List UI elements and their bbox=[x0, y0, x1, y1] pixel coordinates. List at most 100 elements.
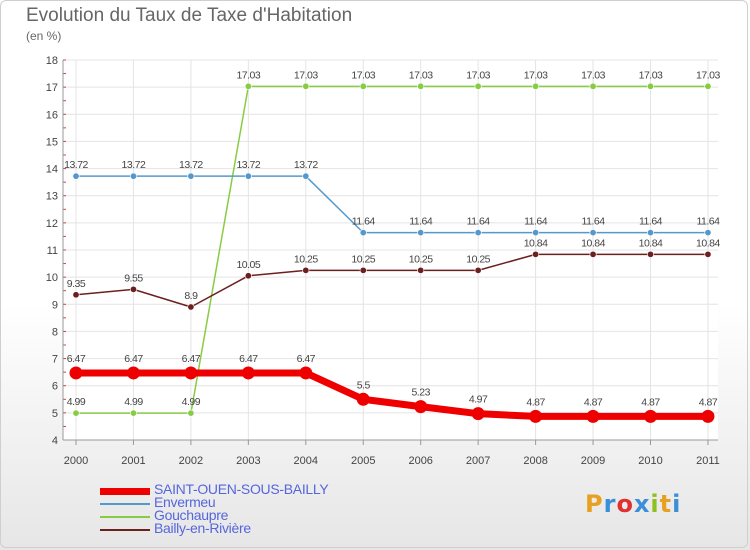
data-label: 4.97 bbox=[469, 394, 488, 406]
data-point bbox=[589, 82, 597, 90]
data-point bbox=[704, 250, 712, 258]
x-tick-label: 2006 bbox=[408, 455, 432, 467]
data-point bbox=[126, 366, 140, 380]
data-label: 17.03 bbox=[524, 69, 548, 81]
x-tick-label: 2002 bbox=[179, 455, 203, 467]
legend-swatch bbox=[100, 516, 150, 518]
data-label: 4.87 bbox=[526, 396, 545, 408]
series-line bbox=[75, 85, 709, 414]
data-point bbox=[701, 409, 715, 423]
data-label: 4.99 bbox=[67, 396, 86, 408]
data-point bbox=[299, 366, 313, 380]
legend-label: Envermeu bbox=[154, 494, 216, 510]
data-point bbox=[356, 392, 370, 406]
x-tick-label: 2010 bbox=[638, 455, 662, 467]
y-tick-label: 6 bbox=[52, 381, 58, 393]
data-label: 5.5 bbox=[357, 379, 371, 391]
data-label: 4.99 bbox=[182, 396, 201, 408]
legend-item: Gouchaupre bbox=[100, 507, 400, 523]
data-point bbox=[417, 266, 425, 274]
y-tick-label: 12 bbox=[46, 218, 58, 230]
data-label: 13.72 bbox=[236, 159, 260, 171]
x-tick-label: 2001 bbox=[121, 455, 145, 467]
legend-swatch bbox=[100, 487, 150, 495]
data-label: 11.64 bbox=[467, 216, 491, 228]
data-label: 13.72 bbox=[64, 159, 88, 171]
data-point bbox=[529, 409, 543, 423]
x-tick-label: 2003 bbox=[236, 455, 260, 467]
data-label: 9.55 bbox=[124, 272, 143, 284]
data-label: 4.87 bbox=[641, 396, 660, 408]
data-label: 10.05 bbox=[236, 259, 260, 271]
data-point bbox=[644, 409, 657, 423]
y-tick-label: 10 bbox=[46, 272, 58, 284]
logo-letter: r bbox=[603, 490, 617, 518]
data-label: 4.87 bbox=[699, 396, 718, 408]
y-tick-label: 17 bbox=[46, 82, 58, 94]
data-label: 6.47 bbox=[67, 353, 86, 365]
data-point bbox=[532, 82, 540, 90]
data-label: 11.64 bbox=[524, 216, 548, 228]
y-tick-label: 4 bbox=[52, 435, 58, 447]
data-label: 13.72 bbox=[294, 159, 318, 171]
y-tick-label: 13 bbox=[46, 191, 58, 203]
y-tick-label: 16 bbox=[46, 109, 58, 121]
data-point bbox=[532, 229, 540, 237]
data-point bbox=[187, 303, 195, 311]
data-label: 11.64 bbox=[582, 216, 606, 228]
x-tick-label: 2000 bbox=[64, 455, 88, 467]
data-point bbox=[244, 82, 252, 90]
y-tick-label: 9 bbox=[52, 299, 58, 311]
data-label: 5.23 bbox=[411, 387, 430, 399]
data-point bbox=[474, 266, 482, 274]
data-label: 17.03 bbox=[351, 69, 375, 81]
y-tick-label: 15 bbox=[46, 136, 58, 148]
data-point bbox=[72, 409, 80, 417]
data-label: 10.25 bbox=[466, 253, 490, 265]
x-tick-label: 2011 bbox=[696, 455, 720, 467]
logo-letter: P bbox=[585, 490, 604, 518]
data-label: 10.25 bbox=[351, 253, 375, 265]
logo-letter: x bbox=[633, 490, 651, 518]
data-point bbox=[646, 250, 654, 258]
data-label: 17.03 bbox=[236, 69, 260, 81]
data-point bbox=[302, 172, 310, 180]
y-tick-label: 14 bbox=[46, 164, 58, 176]
data-point bbox=[589, 229, 597, 237]
x-tick-label: 2004 bbox=[294, 455, 318, 467]
data-label: 17.03 bbox=[639, 69, 663, 81]
y-tick-label: 8 bbox=[52, 326, 58, 338]
data-point bbox=[72, 172, 80, 180]
series-line bbox=[75, 175, 709, 234]
y-tick-label: 18 bbox=[46, 55, 58, 67]
data-label: 11.64 bbox=[352, 216, 376, 228]
legend-label: SAINT-OUEN-SOUS-BAILLY bbox=[154, 481, 329, 497]
logo-letter: i bbox=[650, 490, 660, 518]
data-label: 6.47 bbox=[297, 353, 316, 365]
data-point bbox=[471, 407, 485, 421]
data-label: 10.84 bbox=[696, 237, 720, 249]
data-label: 17.03 bbox=[581, 69, 605, 81]
legend-label: Gouchaupre bbox=[154, 507, 229, 523]
data-point bbox=[646, 82, 654, 90]
data-label: 4.99 bbox=[124, 396, 143, 408]
data-point bbox=[72, 291, 80, 299]
data-point bbox=[646, 229, 654, 237]
data-label: 6.47 bbox=[124, 353, 143, 365]
data-label: 10.25 bbox=[409, 253, 433, 265]
series-line bbox=[75, 253, 709, 308]
data-point bbox=[359, 82, 367, 90]
legend-swatch bbox=[100, 529, 150, 531]
data-label: 10.84 bbox=[581, 237, 605, 249]
proxiti-logo: Proxiti bbox=[585, 490, 681, 518]
data-point bbox=[129, 409, 137, 417]
data-point bbox=[704, 82, 712, 90]
data-point bbox=[417, 82, 425, 90]
legend-item: SAINT-OUEN-SOUS-BAILLY bbox=[100, 481, 400, 497]
data-point bbox=[359, 266, 367, 274]
data-label: 17.03 bbox=[294, 69, 318, 81]
data-label: 6.47 bbox=[182, 353, 201, 365]
y-tick-label: 7 bbox=[52, 354, 58, 366]
